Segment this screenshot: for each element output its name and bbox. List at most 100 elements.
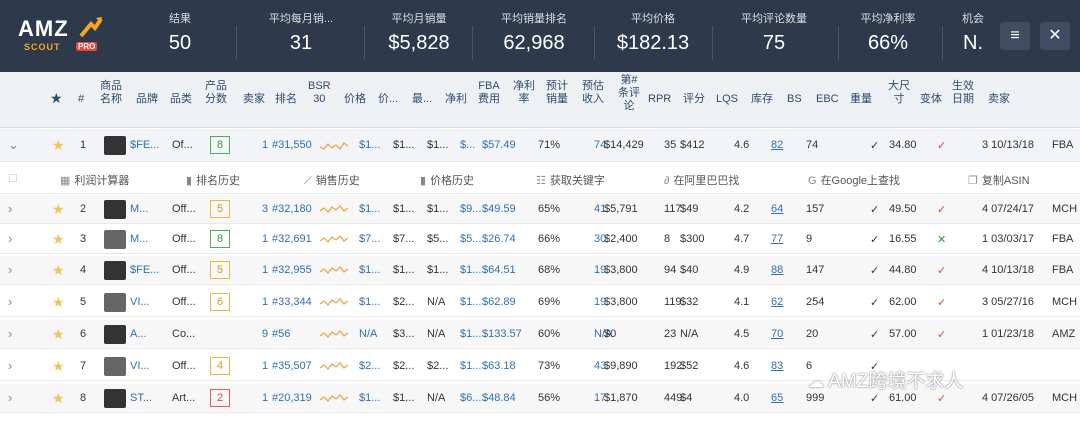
col-price2[interactable]: 价...	[378, 93, 399, 105]
cell-name[interactable]: VI...	[130, 296, 150, 308]
bsr-sparkline[interactable]	[320, 391, 348, 405]
get-keywords-button[interactable]: ☷ 获取关键字	[536, 175, 605, 187]
col-name[interactable]: 商品 名称	[100, 80, 122, 105]
cell-name[interactable]: VI...	[130, 360, 150, 372]
col-seller-type[interactable]: 卖家	[988, 93, 1010, 105]
product-thumbnail[interactable]	[104, 357, 126, 376]
col-rating[interactable]: 评分	[683, 93, 705, 105]
favorite-star-icon[interactable]: ★	[52, 201, 65, 217]
bsr-sparkline[interactable]	[320, 295, 348, 309]
rank-history-button[interactable]: ▮ 排名历史	[186, 175, 241, 187]
product-name-link[interactable]: $FE...	[130, 139, 160, 151]
product-thumbnail[interactable]	[104, 230, 126, 249]
chevron-right-icon[interactable]: ›	[8, 390, 13, 405]
cell-p2: $3...	[393, 328, 415, 340]
cell-name[interactable]: A...	[130, 328, 147, 340]
profit-calculator-button[interactable]: ▦ 利润计算器	[60, 175, 130, 187]
product-thumbnail[interactable]	[104, 293, 126, 312]
col-price[interactable]: 价格	[344, 93, 366, 105]
col-index[interactable]: #	[78, 93, 85, 105]
cell-lqs[interactable]: 88	[771, 264, 784, 276]
cell-name[interactable]: $FE...	[130, 264, 160, 276]
sales-history-button[interactable]: ⟋ 销售历史	[304, 175, 360, 187]
favorite-star-icon[interactable]: ★	[52, 390, 65, 406]
find-on-google-button[interactable]: G 在Google上查找	[808, 175, 901, 187]
cell-size: 16.55	[889, 233, 917, 245]
favorite-star-icon[interactable]: ★	[52, 358, 65, 374]
bsr-sparkline[interactable]	[320, 327, 348, 341]
col-bs[interactable]: BS	[787, 93, 802, 105]
col-oversize[interactable]: 大尺寸	[888, 80, 910, 105]
col-reviews[interactable]: 第# 条评论	[618, 74, 640, 112]
bsr-sparkline[interactable]	[320, 359, 348, 373]
col-effective-date[interactable]: 生效 日期	[952, 80, 974, 105]
table-row[interactable]: ⌄ ★ 1 $FE... Of... 8 1 #31,550 $1... $1.…	[0, 129, 1080, 162]
col-sellers[interactable]: 卖家	[243, 93, 265, 105]
find-on-alibaba-button[interactable]: ∂ 在阿里巴巴找	[664, 175, 740, 187]
price-history-button[interactable]: ▮ 价格历史	[420, 175, 475, 187]
favorite-star-icon[interactable]: ★	[52, 326, 65, 342]
col-category[interactable]: 品类	[170, 93, 192, 105]
cell-lqs[interactable]: 70	[771, 328, 784, 340]
col-ebc[interactable]: EBC	[816, 93, 839, 105]
cell-seller: 1	[262, 360, 269, 372]
col-variants[interactable]: 变体	[920, 93, 942, 105]
product-thumbnail[interactable]	[104, 136, 126, 155]
col-brand[interactable]: 品牌	[136, 93, 158, 105]
cell-lqs[interactable]: 64	[771, 203, 784, 215]
chevron-right-icon[interactable]: ›	[8, 201, 13, 216]
cell-lqs[interactable]: 77	[771, 233, 784, 245]
table-row[interactable]: › ★ 2 8 ST... Art... 1 #20,319 $1... $1... N/A $6..…	[0, 384, 1080, 413]
bsr-sparkline[interactable]	[320, 232, 348, 246]
col-rpr[interactable]: RPR	[648, 93, 672, 105]
cell-name[interactable]: M...	[130, 233, 149, 245]
product-thumbnail[interactable]	[104, 261, 126, 280]
chevron-right-icon[interactable]: ›	[8, 294, 13, 309]
table-row[interactable]: › ★ 6 A... Co... 9 #56 N/A $3... N/A $1... $133.57 6…	[0, 320, 1080, 349]
cell-lqs[interactable]: 62	[771, 296, 784, 308]
cell-name[interactable]: M...	[130, 203, 149, 215]
col-net[interactable]: 净利	[445, 93, 467, 105]
cell-lqs[interactable]: 65	[771, 392, 784, 404]
favorite-star-icon[interactable]: ★	[52, 262, 65, 278]
star-header-icon[interactable]: ★	[50, 90, 63, 106]
favorite-star-icon[interactable]: ★	[52, 294, 65, 310]
amzscout-logo[interactable]: AMZ SCOUT PRO	[14, 12, 114, 60]
col-stock[interactable]: 库存	[751, 93, 773, 105]
table-row[interactable]: › ★ 5 2 M... Off... 3 #32,180 $1... $1... $1... $9.…	[0, 195, 1080, 224]
col-fba-fee[interactable]: FBA 费用	[478, 80, 500, 105]
close-button[interactable]: ✕	[1040, 22, 1070, 50]
favorite-star-icon[interactable]: ★	[52, 137, 65, 153]
product-thumbnail[interactable]	[104, 200, 126, 219]
col-bsr30[interactable]: BSR 30	[308, 80, 331, 105]
cell-lqs[interactable]: 83	[771, 360, 784, 372]
col-score[interactable]: 产品 分数	[205, 80, 227, 105]
bsr-sparkline[interactable]	[320, 263, 348, 277]
col-rank[interactable]: 排名	[275, 93, 297, 105]
bsr-sparkline[interactable]	[320, 202, 348, 216]
col-est-revenue[interactable]: 预估 收入	[582, 80, 604, 105]
product-thumbnail[interactable]	[104, 325, 126, 344]
menu-button[interactable]: ≡	[1000, 22, 1030, 50]
bsr-sparkline[interactable]	[320, 139, 348, 153]
favorite-star-icon[interactable]: ★	[52, 231, 65, 247]
cell-name[interactable]: ST...	[130, 392, 153, 404]
product-thumbnail[interactable]	[104, 389, 126, 408]
col-margin[interactable]: 净利率	[513, 80, 535, 105]
table-row[interactable]: › ★ 4 7 VI... Off... 1 #35,507 $2... $2... $2... $1…	[0, 352, 1080, 381]
col-lqs[interactable]: LQS	[716, 93, 739, 105]
chevron-right-icon[interactable]: ›	[8, 358, 13, 373]
table-row[interactable]: › ★ 8 3 M... Off... 1 #32,691 $7... $7... $5... $5.…	[0, 225, 1080, 254]
chevron-right-icon[interactable]: ›	[8, 231, 13, 246]
chevron-right-icon[interactable]: ›	[8, 326, 13, 341]
checkbox-icon[interactable]: ☐	[8, 173, 18, 185]
col-min[interactable]: 最...	[412, 93, 433, 105]
copy-asin-button[interactable]: ❐ 复制ASIN	[968, 175, 1030, 187]
table-row[interactable]: › ★ 6 5 VI... Off... 1 #33,344 $1... $2... N/A $1..…	[0, 288, 1080, 317]
cell-p2: $7...	[393, 233, 415, 245]
chevron-right-icon[interactable]: ›	[8, 262, 13, 277]
col-weight[interactable]: 重量	[850, 93, 872, 105]
chevron-down-icon[interactable]: ⌄	[8, 137, 19, 152]
col-est-sales[interactable]: 预计 销量	[546, 80, 568, 105]
table-row[interactable]: › ★ 5 4 $FE... Off... 1 #32,955 $1... $1... $1... $…	[0, 256, 1080, 285]
